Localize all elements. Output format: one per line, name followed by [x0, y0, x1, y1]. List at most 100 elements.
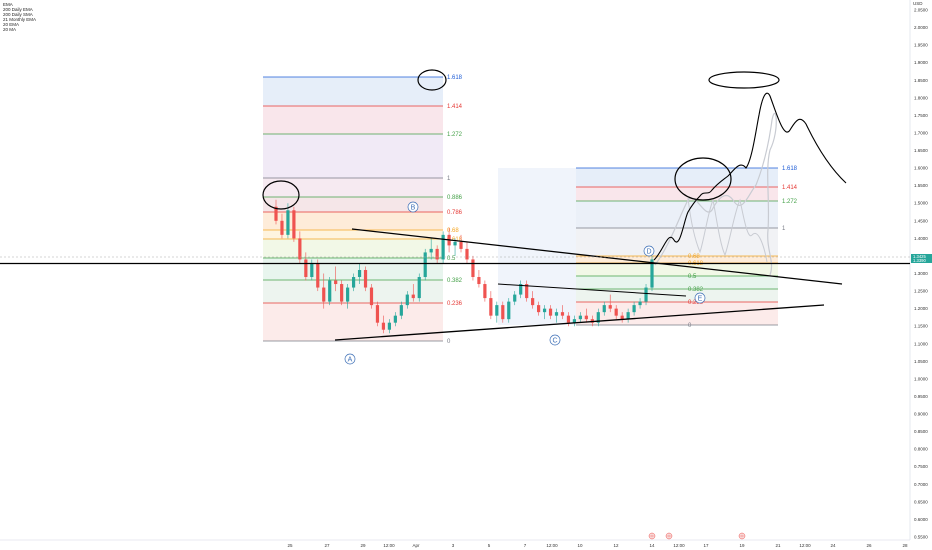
trendline-drawings[interactable] [0, 228, 910, 341]
fib-level-label: 0.382 [447, 278, 463, 284]
projection-path[interactable] [653, 92, 847, 261]
fib-level-label: 0.382 [688, 287, 704, 293]
price-badge-value: 1.3425 [913, 254, 926, 259]
fib-zone [263, 239, 443, 258]
upper-trendline[interactable] [351, 228, 843, 285]
x-tick-label: 26 [866, 543, 872, 548]
candle-body [477, 277, 481, 285]
candle-body [542, 308, 547, 313]
legend-item[interactable]: EMA [3, 2, 13, 7]
pattern-point-label: C [552, 337, 557, 344]
fib-level-label: 1.414 [782, 185, 798, 191]
x-tick-label: 14 [649, 543, 655, 548]
candle-body [286, 210, 290, 235]
y-tick-label: 0.6000 [914, 517, 928, 522]
circle-peak[interactable] [262, 180, 300, 210]
legend-item[interactable]: 20 MA [3, 27, 17, 32]
fib-retracement-left[interactable]: 1.6181.4141.27210.8860.7860.680.6180.50.… [263, 75, 463, 345]
candle-body [304, 259, 308, 278]
y-tick-label: 0.7000 [914, 482, 928, 487]
candle-body [399, 305, 403, 316]
x-tick-label: 17 [703, 543, 709, 548]
indicator-legend: EMA 200 Daily EMA 200 Daily SMA 21 Month… [3, 2, 36, 32]
candle-body [280, 220, 284, 235]
candle-body [417, 277, 421, 299]
legend-item[interactable]: 200 Daily EMA [3, 7, 33, 12]
y-tick-label: 1.3000 [914, 271, 928, 276]
y-tick-label: 1.8500 [914, 78, 928, 83]
y-tick-label: 1.6000 [914, 166, 928, 171]
fib-zone [263, 303, 443, 341]
fib-level-label: 0.236 [688, 300, 704, 306]
fib-level-label: 0.236 [447, 301, 463, 307]
candle-body [465, 248, 469, 260]
y-tick-label: 1.1000 [914, 341, 928, 346]
y-tick-label: 0.6500 [914, 499, 928, 504]
candle-body [519, 284, 523, 295]
fib-level-label: 0 [447, 339, 451, 345]
time-axis[interactable]: 25 27 29 12:00 Apr 3 5 7 12:00 10 12 14 12:00 17 19 21 1… [287, 543, 908, 548]
fib-level-label: 0.5 [688, 274, 697, 280]
y-tick-label: 1.6500 [914, 148, 928, 153]
fib-zone [263, 197, 443, 212]
fib-zone [576, 302, 778, 325]
legend-item[interactable]: 200 Daily SMA [3, 12, 33, 17]
y-tick-label: 0.7500 [914, 464, 928, 469]
harmonic-points[interactable]: A B C D E [344, 201, 706, 365]
price-axis[interactable]: 2.0500 2.0000 1.9500 1.9000 1.8500 1.8000 1.75… [914, 8, 928, 540]
pattern-point-label: B [411, 204, 416, 211]
x-tick-label: 24 [830, 543, 836, 548]
legend-item[interactable]: 20 EMA [3, 22, 20, 27]
y-tick-label: 1.0500 [914, 359, 928, 364]
candle-body [393, 315, 397, 323]
circle-top-left[interactable] [417, 69, 447, 91]
candle-body [507, 301, 511, 320]
fib-zone [576, 168, 778, 187]
fib-zone [576, 276, 778, 289]
candle-body [423, 252, 427, 278]
x-tick-label: 3 [452, 543, 455, 548]
y-tick-label: 1.7000 [914, 130, 928, 135]
circle-top-right[interactable] [708, 71, 780, 89]
candle-body [328, 280, 332, 302]
fib-level-label: 1.618 [447, 75, 463, 81]
fib-level-label: 1.272 [782, 199, 798, 205]
freehand-drawings[interactable] [262, 69, 847, 261]
candle-body [351, 277, 356, 288]
candle-body [429, 248, 433, 253]
fib-zone [576, 263, 778, 276]
candle-body [375, 305, 380, 323]
lower-trendline[interactable] [334, 304, 825, 341]
fib-level-label: 0 [688, 323, 692, 329]
x-tick-label: 21 [775, 543, 781, 548]
candle-body [584, 315, 588, 320]
fib-zone [263, 134, 443, 178]
circle-target[interactable] [674, 157, 732, 201]
legend-item[interactable]: 21 Monthly EMA [3, 17, 37, 22]
fib-level-label: 1 [782, 226, 786, 232]
pattern-point-marker [549, 334, 561, 346]
x-tick-label: 29 [360, 543, 366, 548]
price-badge-sub: 1.3390 [913, 258, 926, 263]
fib-level-label: 0.786 [447, 210, 463, 216]
event-markers[interactable] [648, 532, 746, 540]
candle-body [554, 312, 559, 316]
y-tick-label: 0.8500 [914, 429, 928, 434]
x-tick-label: 12 [613, 543, 619, 548]
candle-body [548, 308, 553, 316]
candle-body [483, 284, 487, 299]
fib-level-label: 1 [447, 176, 451, 182]
candle-body [626, 312, 630, 320]
fib-zone [263, 212, 443, 230]
candle-body [316, 262, 320, 288]
candle-body [357, 269, 362, 278]
candle-body [340, 284, 344, 302]
fib-zone [263, 178, 443, 197]
y-tick-label: 2.0000 [914, 25, 928, 30]
pattern-point-marker [694, 292, 706, 304]
y-tick-label: 0.9000 [914, 412, 928, 417]
inner-trendline[interactable] [497, 283, 687, 297]
x-tick-label: 7 [524, 543, 527, 548]
